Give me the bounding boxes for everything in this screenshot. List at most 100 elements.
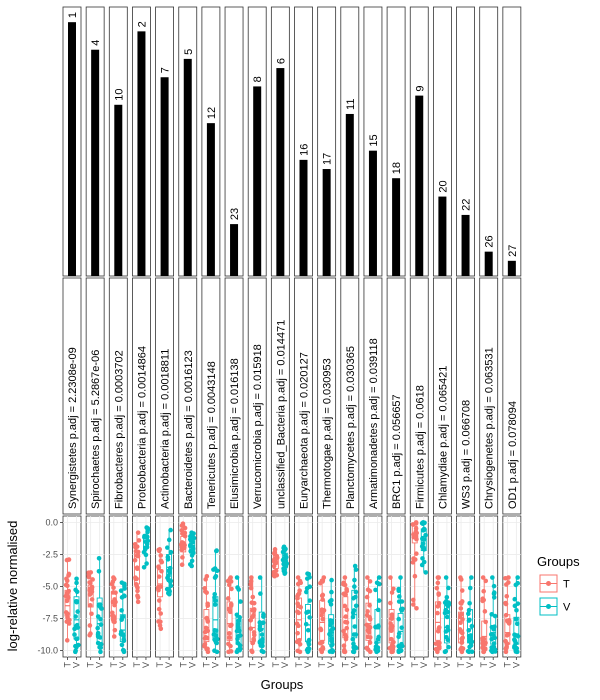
data-point-T — [156, 598, 162, 603]
facet-strip — [317, 277, 337, 515]
data-point-V — [466, 607, 472, 613]
data-point-V — [329, 597, 334, 603]
facet-brc1: 18 BRC1 p.adj = 0.056657 T V — [387, 6, 406, 668]
facet-synergistetes: 1 Synergistetes p.adj = 2.2308e-09 T V — [63, 6, 82, 668]
data-point-T — [156, 586, 161, 591]
data-point-T — [205, 601, 210, 607]
data-point-V — [469, 575, 474, 580]
data-point-V — [420, 520, 426, 525]
data-point-V — [328, 618, 333, 623]
data-point-V — [514, 607, 519, 613]
data-point-T — [343, 636, 349, 642]
facet-label: Chrysiogenetes p.adj = 0.063531 — [484, 347, 496, 509]
data-point-T — [249, 649, 255, 655]
data-point-V — [445, 637, 451, 643]
data-point-V — [444, 614, 450, 620]
data-point-T — [297, 649, 303, 655]
data-point-T — [411, 597, 416, 603]
data-point-V — [328, 628, 334, 633]
y-tick-label: -7.5 — [42, 614, 58, 624]
rank-bar — [230, 224, 239, 276]
data-point-T — [227, 635, 232, 640]
data-point-T — [480, 645, 485, 651]
data-point-T — [156, 565, 162, 570]
data-point-V — [281, 561, 286, 567]
data-point-T — [435, 628, 441, 634]
data-point-T — [228, 601, 234, 607]
data-point-V — [467, 617, 472, 623]
facet-fibrobacteres: 10 Fibrobacteres p.adj = 0.0003702 T V — [109, 6, 128, 668]
data-point-T — [229, 622, 234, 628]
data-point-V — [512, 632, 517, 638]
data-point-V — [235, 636, 240, 642]
data-point-T — [318, 627, 324, 633]
data-point-V — [491, 590, 497, 595]
data-point-T — [481, 597, 487, 603]
rank-label: 8 — [252, 76, 264, 82]
data-point-T — [435, 575, 441, 580]
rank-label: 23 — [229, 208, 241, 220]
data-point-T — [67, 617, 72, 623]
data-point-V — [373, 587, 378, 593]
x-tick-label: T — [225, 662, 235, 668]
data-point-V — [396, 616, 402, 622]
data-point-T — [342, 632, 348, 637]
rank-label: 12 — [206, 107, 218, 119]
data-point-V — [396, 643, 401, 649]
data-point-V — [491, 583, 497, 589]
data-point-V — [164, 586, 170, 592]
data-point-T — [273, 568, 279, 574]
data-point-V — [144, 561, 149, 566]
data-point-V — [72, 632, 77, 637]
data-point-T — [436, 641, 442, 647]
rank-label: 1 — [67, 12, 79, 18]
data-point-V — [375, 607, 381, 613]
data-point-V — [214, 548, 219, 553]
x-tick-label: V — [257, 662, 267, 668]
data-point-V — [353, 632, 359, 637]
data-point-T — [320, 597, 325, 602]
data-point-T — [459, 649, 465, 655]
data-point-T — [460, 617, 465, 622]
rank-bar — [68, 22, 76, 276]
data-point-T — [367, 625, 373, 630]
data-point-V — [376, 623, 381, 629]
data-point-V — [421, 528, 426, 533]
data-point-T — [111, 585, 116, 591]
data-point-T — [483, 619, 488, 625]
data-point-V — [74, 622, 80, 628]
data-point-T — [111, 634, 117, 639]
data-point-V — [144, 525, 149, 530]
data-point-T — [367, 603, 372, 608]
data-point-V — [235, 621, 241, 627]
data-point-T — [481, 649, 486, 655]
facet-strip — [270, 277, 290, 515]
data-point-T — [434, 585, 440, 591]
data-point-V — [189, 530, 194, 535]
data-point-T — [342, 649, 348, 655]
data-point-V — [492, 613, 498, 619]
data-point-V — [166, 537, 172, 543]
data-point-T — [251, 630, 257, 635]
data-point-V — [282, 571, 287, 576]
data-point-T — [226, 649, 231, 655]
x-tick-label: V — [234, 662, 244, 668]
rank-bar — [137, 31, 146, 276]
data-point-V — [121, 633, 126, 639]
data-point-T — [504, 593, 510, 599]
x-tick-label: V — [303, 662, 313, 668]
data-point-T — [368, 649, 373, 655]
x-tick-label: V — [465, 662, 475, 668]
data-point-V — [396, 649, 402, 655]
data-point-T — [87, 623, 93, 628]
data-point-T — [295, 575, 301, 580]
data-point-V — [234, 575, 240, 580]
x-axis-label: Groups — [261, 677, 304, 692]
data-point-V — [422, 537, 427, 542]
data-point-V — [353, 603, 359, 609]
data-point-V — [420, 556, 425, 561]
rank-bar — [345, 113, 354, 276]
data-point-T — [249, 575, 254, 580]
data-point-T — [504, 618, 510, 623]
